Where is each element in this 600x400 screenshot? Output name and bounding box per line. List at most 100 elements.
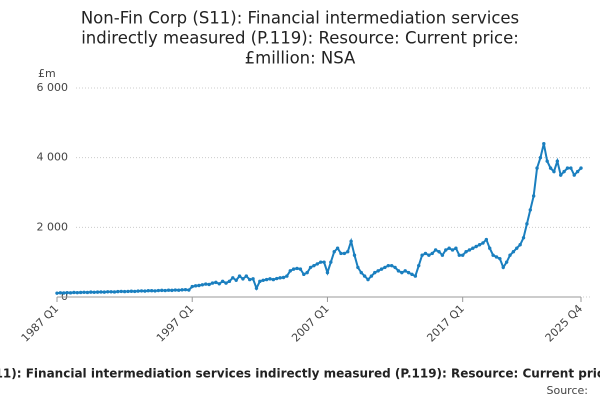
data-point: [525, 222, 529, 226]
data-point: [322, 260, 326, 264]
data-point: [423, 251, 428, 256]
data-point: [454, 246, 458, 250]
y-tick-label: 4 000: [37, 151, 69, 164]
data-point: [511, 250, 516, 254]
data-point: [552, 169, 556, 174]
data-point: [369, 274, 374, 278]
data-point: [173, 288, 178, 292]
data-point: [535, 166, 539, 170]
data-point: [258, 279, 262, 284]
chart-title: Non-Fin Corp (S11): Financial intermedia…: [81, 9, 519, 28]
data-point: [464, 250, 468, 254]
data-point: [575, 169, 580, 174]
data-point: [106, 290, 110, 294]
data-point: [109, 290, 113, 294]
data-point: [329, 260, 333, 264]
data-point: [129, 289, 134, 293]
data-point: [349, 239, 353, 243]
data-point: [569, 166, 573, 170]
data-point: [450, 248, 455, 252]
data-point: [542, 142, 546, 146]
data-point: [89, 290, 93, 294]
data-point: [406, 270, 411, 275]
data-point: [183, 287, 188, 292]
data-point: [82, 290, 86, 294]
data-point: [562, 169, 566, 174]
data-point: [548, 166, 553, 170]
data-point: [143, 289, 147, 293]
data-point: [386, 263, 391, 268]
data-point: [410, 272, 414, 277]
data-point: [471, 246, 475, 250]
data-point: [166, 288, 171, 292]
data-point: [227, 279, 232, 284]
data-point: [133, 289, 137, 294]
data-point: [136, 289, 140, 293]
data-point: [318, 260, 323, 264]
data-point: [234, 278, 238, 282]
data-point: [508, 253, 512, 257]
data-point: [396, 269, 401, 273]
data-point: [400, 270, 404, 275]
data-point: [420, 253, 424, 257]
data-point: [163, 288, 167, 293]
data-point: [315, 262, 320, 266]
data-point: [474, 244, 478, 249]
data-point: [170, 288, 174, 293]
data-point: [75, 290, 79, 295]
data-point: [244, 274, 249, 278]
data-point: [312, 263, 316, 268]
data-point: [440, 253, 445, 257]
data-point: [484, 237, 489, 242]
data-point: [444, 248, 448, 252]
data-point: [389, 263, 394, 268]
data-point: [494, 255, 499, 259]
x-tick-label: 2007 Q1: [289, 302, 332, 345]
data-point: [531, 194, 536, 198]
data-point: [356, 265, 360, 270]
data-point: [160, 288, 164, 293]
data-point: [430, 251, 434, 256]
data-point: [220, 279, 225, 284]
data-point: [231, 276, 235, 280]
data-point: [335, 246, 340, 250]
data-point: [447, 246, 451, 250]
data-point: [518, 243, 522, 247]
data-point: [68, 291, 73, 295]
data-point: [251, 277, 255, 281]
data-point: [207, 282, 211, 287]
x-tick-label: 2025 Q4: [543, 302, 586, 345]
data-point: [376, 269, 380, 273]
data-point: [55, 291, 59, 295]
data-point: [153, 289, 157, 293]
data-point: [180, 288, 184, 292]
data-point: [417, 263, 421, 268]
data-point: [288, 269, 292, 273]
data-point: [298, 267, 303, 271]
data-point: [437, 250, 441, 254]
data-point: [308, 265, 313, 270]
data-point: [339, 251, 343, 256]
data-point: [146, 289, 150, 293]
data-point: [177, 288, 181, 292]
data-point: [217, 282, 221, 286]
data-point: [149, 289, 154, 293]
data-point: [200, 283, 205, 287]
data-point: [383, 265, 387, 270]
data-point: [433, 248, 438, 252]
data-point: [302, 272, 306, 277]
data-point: [545, 159, 549, 163]
data-point: [555, 159, 560, 163]
data-point: [305, 270, 309, 275]
data-point: [538, 155, 543, 160]
data-point: [559, 173, 563, 177]
source: Source:: [547, 384, 589, 397]
data-point: [112, 290, 117, 294]
data-point: [102, 290, 107, 294]
data-point: [278, 276, 282, 280]
data-point: [62, 291, 66, 295]
data-point: [58, 291, 63, 295]
data-point: [126, 289, 130, 294]
data-point: [393, 265, 397, 270]
